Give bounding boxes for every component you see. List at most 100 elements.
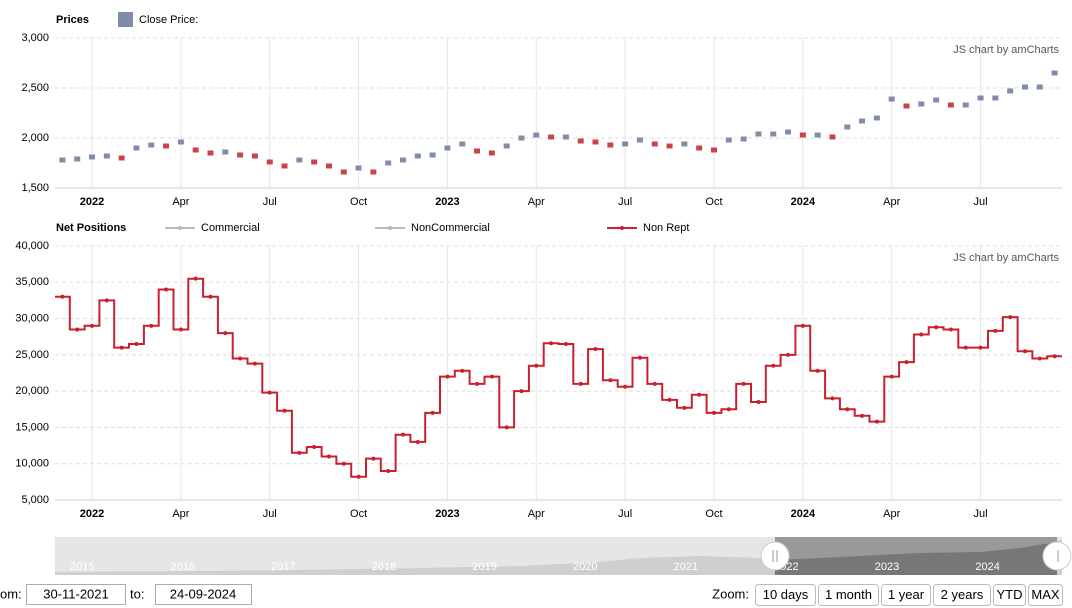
legend-dot[interactable] <box>620 226 624 230</box>
scrollbar-label: 2018 <box>372 561 396 573</box>
point <box>460 368 465 373</box>
price-marker <box>962 102 969 108</box>
price-marker <box>133 145 140 151</box>
price-marker <box>459 141 466 147</box>
point <box>75 327 80 332</box>
legend-dot[interactable] <box>178 226 182 230</box>
from-label: om: <box>0 586 22 601</box>
price-marker <box>474 148 481 154</box>
zoom-button[interactable] <box>881 584 931 606</box>
price-marker <box>622 141 629 147</box>
price-marker <box>177 139 184 145</box>
zoom-button-label[interactable]: 1 year <box>888 587 925 602</box>
scrollbar-label: 2019 <box>472 561 496 573</box>
y-tick-label: 35,000 <box>15 276 49 288</box>
x-tick-label: Jul <box>974 508 988 520</box>
price-marker <box>296 157 303 163</box>
zoom-button[interactable] <box>933 584 991 606</box>
point <box>119 345 124 350</box>
price-marker <box>488 150 495 156</box>
price-marker <box>918 101 925 107</box>
price-marker <box>696 145 703 151</box>
zoom-button-label[interactable]: YTD <box>997 587 1023 602</box>
y-tick-label: 2,000 <box>21 132 49 144</box>
point <box>149 323 154 328</box>
zoom-button-label[interactable]: 1 month <box>825 587 872 602</box>
legend-label[interactable]: NonCommercial <box>411 222 490 234</box>
price-marker <box>607 142 614 148</box>
price-marker <box>844 124 851 130</box>
point <box>549 341 554 346</box>
point <box>919 332 924 337</box>
scrollbar-label: 2023 <box>875 561 899 573</box>
point <box>1022 349 1027 354</box>
to-value: 24-09-2024 <box>170 586 237 601</box>
y-tick-label: 30,000 <box>15 312 49 324</box>
price-marker <box>666 143 673 149</box>
legend-swatch[interactable] <box>118 12 133 27</box>
zoom-button[interactable] <box>1028 584 1063 606</box>
price-marker <box>740 136 747 142</box>
point <box>815 368 820 373</box>
point <box>786 352 791 357</box>
point <box>489 374 494 379</box>
x-tick-label: Oct <box>705 508 722 520</box>
x-tick-label: Apr <box>883 508 900 520</box>
zoom-button[interactable] <box>818 584 879 606</box>
price-marker <box>444 145 451 151</box>
price-marker <box>562 134 569 140</box>
price-marker <box>503 143 510 149</box>
point <box>756 400 761 405</box>
price-marker <box>148 142 155 148</box>
zoom-button[interactable] <box>755 584 816 606</box>
zoom-button-label[interactable]: MAX <box>1031 587 1060 602</box>
y-tick-label: 2,500 <box>21 82 49 94</box>
legend-dot[interactable] <box>388 226 392 230</box>
point <box>934 325 939 330</box>
zoom-button-label[interactable]: 10 days <box>763 587 809 602</box>
x-tick-label: Apr <box>528 196 545 208</box>
point <box>860 413 865 418</box>
scrollbar-labels: 2015 2016 2017 2018 2019 2020 2021 2022 2023 2024 <box>70 561 1000 573</box>
price-marker <box>888 96 895 102</box>
price-marker <box>414 153 421 159</box>
price-marker <box>103 153 110 159</box>
point <box>430 410 435 415</box>
point <box>164 287 169 292</box>
point <box>1037 356 1042 361</box>
price-marker <box>947 102 954 108</box>
point <box>475 381 480 386</box>
scrollbar-label: 2017 <box>271 561 295 573</box>
price-marker <box>933 97 940 103</box>
x-tick-label: 2022 <box>80 508 104 520</box>
price-marker <box>577 138 584 144</box>
point <box>726 407 731 412</box>
price-marker <box>829 134 836 140</box>
legend-label[interactable]: Close Price: <box>139 14 198 26</box>
from-input[interactable] <box>26 584 126 605</box>
point <box>504 425 509 430</box>
y-tick-label: 40,000 <box>15 240 49 252</box>
point <box>223 331 228 336</box>
x-tick-label: 2023 <box>435 196 459 208</box>
x-tick-label: Oct <box>705 196 722 208</box>
legend-label[interactable]: Commercial <box>201 222 260 234</box>
point <box>356 474 361 479</box>
price-marker <box>785 129 792 135</box>
point <box>104 298 109 303</box>
zoom-button-label[interactable]: 2 years <box>941 587 984 602</box>
zoom-button[interactable] <box>993 584 1026 606</box>
price-marker <box>859 118 866 124</box>
price-marker <box>1021 84 1028 90</box>
y-tick-label: 10,000 <box>15 458 49 470</box>
scrollbar-handle[interactable] <box>1042 541 1072 571</box>
point <box>593 347 598 352</box>
legend-label[interactable]: Non Rept <box>643 222 689 234</box>
point <box>578 381 583 386</box>
scrollbar-handle[interactable] <box>760 541 790 571</box>
x-tick-label: Jul <box>974 196 988 208</box>
scrollbar-label: 2015 <box>70 561 94 573</box>
handle-grip <box>772 550 778 562</box>
to-input[interactable] <box>155 584 252 605</box>
